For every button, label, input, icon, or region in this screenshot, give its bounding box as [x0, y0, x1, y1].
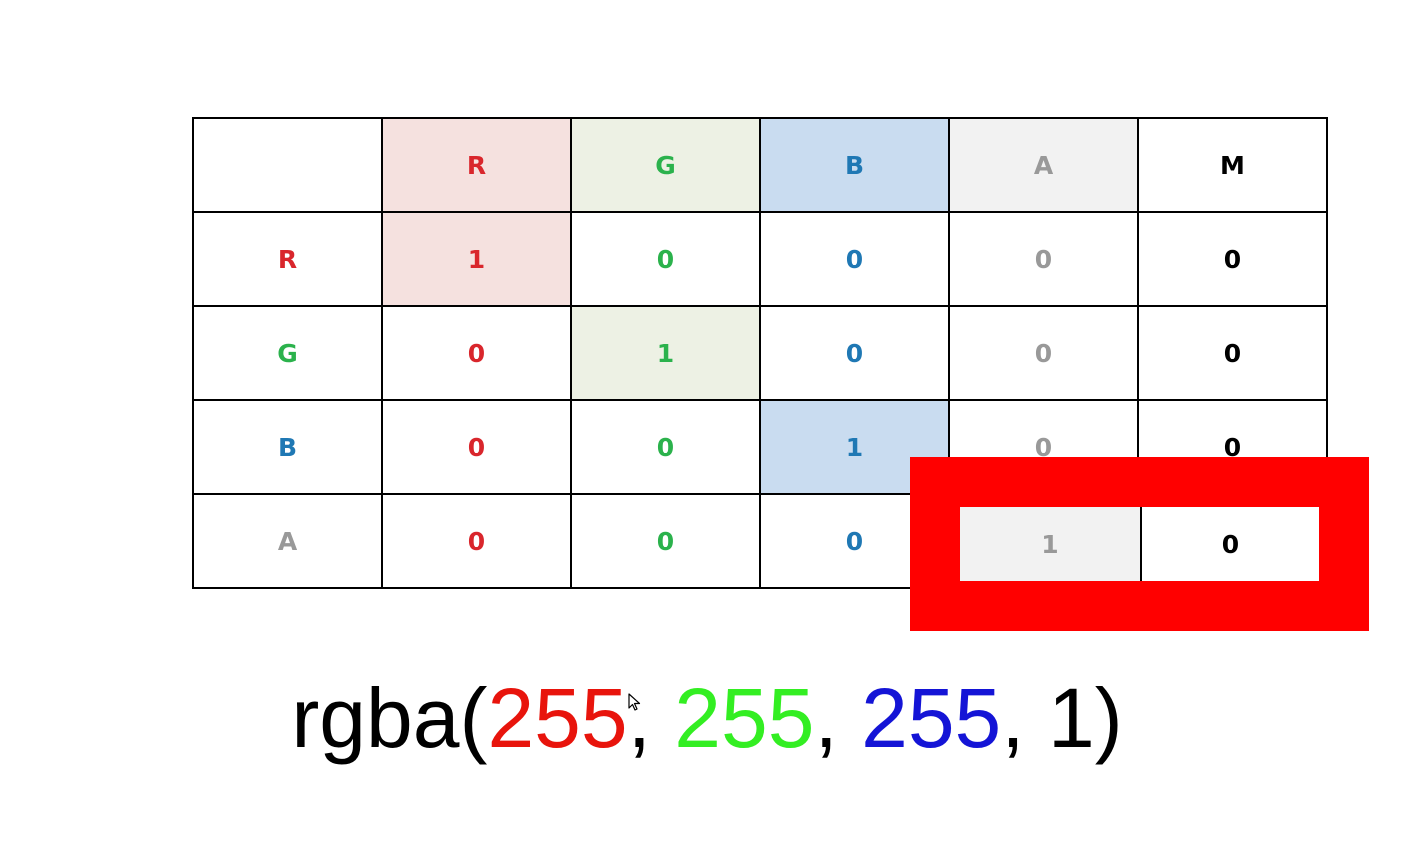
cell-g-b: 0: [759, 305, 950, 401]
highlight-frame: 1 0: [910, 457, 1369, 631]
table-row-r: R 1 0 0 0 0: [192, 211, 1328, 307]
header-cell-m: M: [1137, 117, 1328, 213]
cell-g-g: 1: [570, 305, 761, 401]
highlight-frame-window: 1 0: [960, 507, 1319, 581]
formula-r-value: 255: [487, 671, 628, 765]
table-row-g: G 0 1 0 0 0: [192, 305, 1328, 401]
row-label-r: R: [192, 211, 383, 307]
cell-a-g: 0: [570, 493, 761, 589]
mouse-pointer-icon: [628, 693, 641, 711]
row-label-a: A: [192, 493, 383, 589]
formula-separator-3: ,: [1001, 671, 1048, 765]
color-matrix-table: R G B A M R 1 0 0 0 0 G 0 1 0 0 0 B 0 0 …: [192, 117, 1328, 589]
cell-r-b: 0: [759, 211, 950, 307]
cell-r-m: 0: [1137, 211, 1328, 307]
header-cell-r: R: [381, 117, 572, 213]
cell-g-m: 0: [1137, 305, 1328, 401]
row-label-g: G: [192, 305, 383, 401]
highlight-frame-right: [1319, 507, 1369, 581]
cell-a-r: 0: [381, 493, 572, 589]
formula-a-value: 1: [1047, 671, 1095, 765]
rgba-formula: rgba(255, 255, 255, 1): [0, 668, 1414, 768]
highlight-frame-left: [910, 507, 960, 581]
formula-b-value: 255: [861, 671, 1002, 765]
cell-g-r: 0: [381, 305, 572, 401]
cell-b-r: 0: [381, 399, 572, 495]
cell-r-g: 0: [570, 211, 761, 307]
highlighted-cell-a-m: 0: [1140, 507, 1319, 581]
highlight-frame-bottom: [910, 581, 1369, 631]
cell-r-a: 0: [948, 211, 1139, 307]
highlight-frame-top: [910, 457, 1369, 507]
header-cell-g: G: [570, 117, 761, 213]
formula-separator-2: ,: [814, 671, 862, 765]
header-corner-cell: [192, 117, 383, 213]
cell-r-r: 1: [381, 211, 572, 307]
formula-g-value: 255: [674, 671, 815, 765]
formula-suffix: ): [1094, 671, 1123, 765]
table-header-row: R G B A M: [192, 117, 1328, 213]
header-cell-a: A: [948, 117, 1139, 213]
header-cell-b: B: [759, 117, 950, 213]
row-label-b: B: [192, 399, 383, 495]
cell-b-g: 0: [570, 399, 761, 495]
highlighted-cell-a-a: 1: [960, 507, 1140, 581]
table-row-b: B 0 0 1 0 0: [192, 399, 1328, 495]
formula-prefix: rgba(: [291, 671, 488, 765]
cell-g-a: 0: [948, 305, 1139, 401]
formula-separator-1: ,: [627, 671, 675, 765]
